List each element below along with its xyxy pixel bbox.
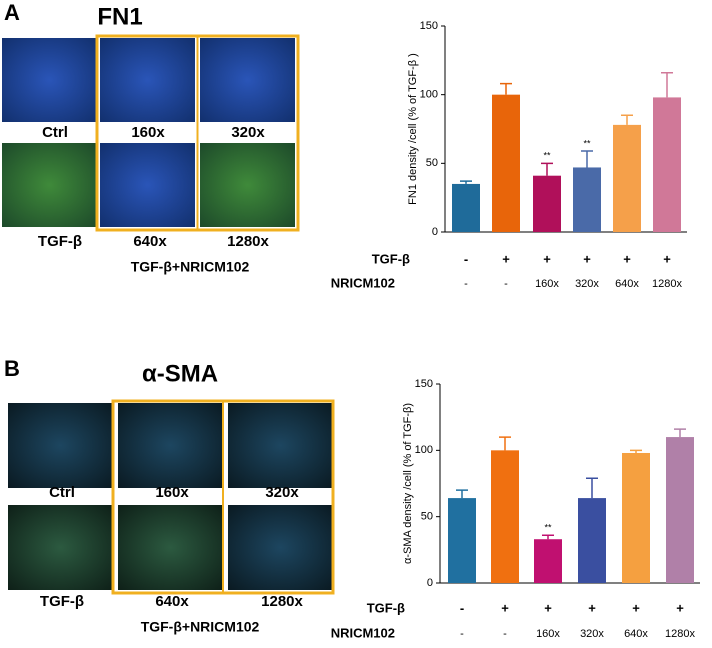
bar xyxy=(578,498,606,583)
error-bar xyxy=(541,162,553,176)
image-label: 640x xyxy=(155,593,189,610)
x-row-cell: + xyxy=(632,600,640,615)
x-row-cell: + xyxy=(502,251,510,266)
x-row-cell: 640x xyxy=(615,278,639,290)
image-label: Ctrl xyxy=(49,484,75,501)
x-row-name: TGF-β xyxy=(372,251,410,266)
panel-label: B xyxy=(4,356,20,381)
panel-title: α-SMA xyxy=(142,360,218,387)
x-row-cell: 1280x xyxy=(652,278,682,290)
x-row-cell: 320x xyxy=(580,628,604,640)
x-row-cell: + xyxy=(583,251,591,266)
micrograph xyxy=(8,403,113,488)
micrograph xyxy=(228,403,333,488)
bar xyxy=(534,539,562,583)
x-row-cell: - xyxy=(460,628,464,640)
image-label: 160x xyxy=(131,124,165,141)
group-label: TGF-β+NRICM102 xyxy=(141,619,260,635)
x-row-name: NRICM102 xyxy=(331,275,395,290)
micrograph xyxy=(100,38,195,122)
image-label: TGF-β xyxy=(40,593,84,610)
micrograph xyxy=(200,38,295,122)
bar xyxy=(666,437,694,583)
x-row-name: NRICM102 xyxy=(331,625,395,640)
x-row-cell: + xyxy=(501,600,509,615)
error-bar xyxy=(630,449,642,453)
x-row-cell: 160x xyxy=(536,628,560,640)
x-row-cell: + xyxy=(623,251,631,266)
panel-title: FN1 xyxy=(97,3,142,30)
error-bar xyxy=(460,180,472,184)
bar xyxy=(452,183,480,232)
x-row-cell: - xyxy=(504,278,508,290)
image-label: 160x xyxy=(155,484,189,501)
micrograph xyxy=(228,505,333,590)
x-row-cell: 640x xyxy=(624,628,648,640)
bar xyxy=(573,167,601,232)
micrograph xyxy=(2,143,97,227)
x-row-cell: - xyxy=(464,251,468,266)
y-axis-label: α-SMA density /cell (% of TGF-β) xyxy=(402,403,414,564)
micrograph xyxy=(2,38,97,122)
x-row-cell: + xyxy=(663,251,671,266)
bar xyxy=(533,175,561,232)
x-row-cell: 1280x xyxy=(665,628,695,640)
error-bar xyxy=(456,489,468,499)
bar xyxy=(448,498,476,583)
image-label: 1280x xyxy=(227,233,269,250)
significance-label: ** xyxy=(583,138,591,148)
image-label: 1280x xyxy=(261,593,303,610)
y-tick-label: 50 xyxy=(421,511,433,523)
y-tick-label: 50 xyxy=(426,157,438,169)
micrograph xyxy=(200,143,295,227)
image-label: TGF-β xyxy=(38,233,82,250)
micrograph xyxy=(8,505,113,590)
x-row-cell: + xyxy=(544,600,552,615)
y-tick-label: 100 xyxy=(420,89,438,101)
bar xyxy=(622,452,650,583)
micrograph xyxy=(118,403,223,488)
error-bar xyxy=(581,150,593,168)
x-row-cell: 320x xyxy=(575,278,599,290)
x-row-cell: + xyxy=(676,600,684,615)
x-row-cell: - xyxy=(503,628,507,640)
y-tick-label: 0 xyxy=(427,577,433,589)
error-bar xyxy=(542,534,554,540)
bar xyxy=(653,97,681,232)
image-label: 640x xyxy=(133,233,167,250)
significance-label: ** xyxy=(544,523,552,533)
x-row-name: TGF-β xyxy=(367,600,405,615)
image-label: 320x xyxy=(231,124,265,141)
y-axis-label: FN1 density /cell (% of TGF-β ) xyxy=(407,53,419,205)
x-row-cell: + xyxy=(588,600,596,615)
bar xyxy=(492,94,520,233)
image-label: Ctrl xyxy=(42,124,68,141)
bar xyxy=(613,124,641,232)
error-bar xyxy=(674,428,686,438)
group-label: TGF-β+NRICM102 xyxy=(131,259,250,275)
x-row-cell: - xyxy=(460,600,464,615)
bar xyxy=(491,450,519,583)
y-tick-label: 100 xyxy=(415,444,433,456)
image-label: 320x xyxy=(265,484,299,501)
error-bar xyxy=(621,114,633,125)
x-row-cell: + xyxy=(543,251,551,266)
error-bar xyxy=(500,82,512,95)
x-row-cell: - xyxy=(464,278,468,290)
y-tick-label: 150 xyxy=(415,378,433,390)
error-bar xyxy=(499,436,511,451)
micrograph xyxy=(118,505,223,590)
micrograph xyxy=(100,143,195,227)
y-tick-label: 0 xyxy=(432,226,438,238)
significance-label: ** xyxy=(543,151,551,161)
x-row-cell: 160x xyxy=(535,278,559,290)
panel-label: A xyxy=(4,0,20,25)
error-bar xyxy=(661,71,673,98)
y-tick-label: 150 xyxy=(420,20,438,32)
error-bar xyxy=(586,477,598,499)
